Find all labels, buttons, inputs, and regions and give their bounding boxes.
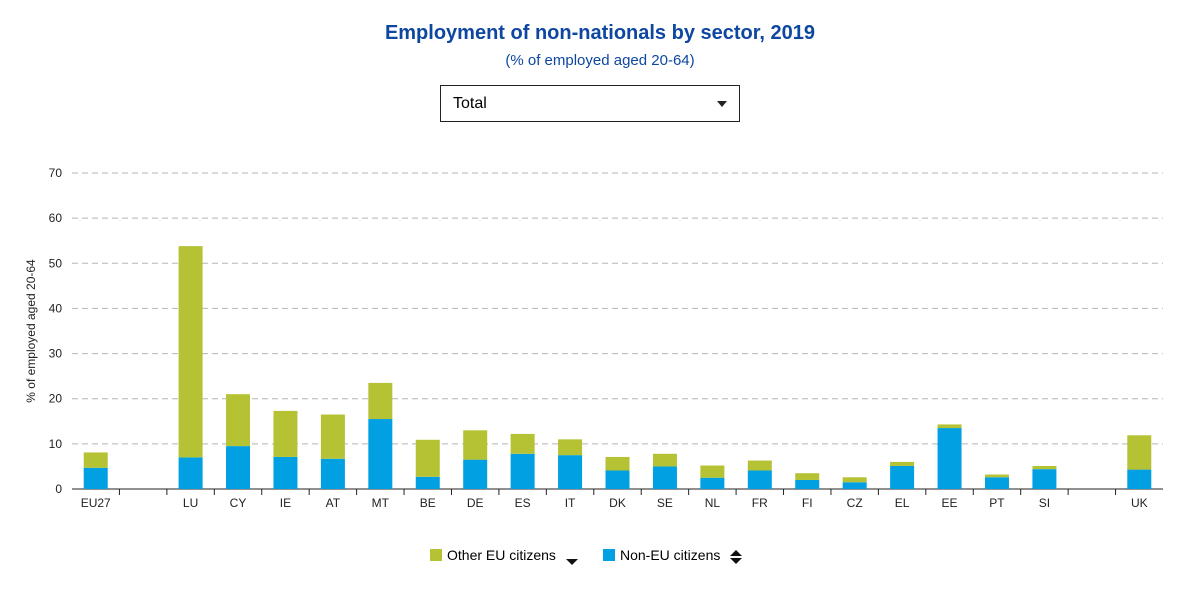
y-tick-label: 60 xyxy=(49,211,63,225)
x-tick-label: SI xyxy=(1039,496,1050,510)
bar-non-eu xyxy=(273,456,298,489)
legend-swatch-other-eu xyxy=(430,549,442,561)
sort-descending-icon[interactable] xyxy=(566,559,578,565)
bar-other-eu xyxy=(937,424,962,429)
chart-subtitle: (% of employed aged 20-64) xyxy=(505,52,695,69)
bar-other-eu xyxy=(605,456,630,471)
bar-other-eu xyxy=(463,430,488,460)
bar-other-eu xyxy=(747,460,772,471)
x-tick-label: BE xyxy=(420,496,436,510)
x-tick-label: ES xyxy=(515,496,531,510)
bar-non-eu xyxy=(795,479,820,489)
x-tick-label: IT xyxy=(565,496,576,510)
bar-other-eu xyxy=(368,382,393,420)
bar-non-eu xyxy=(747,470,772,489)
x-tick-label: DE xyxy=(467,496,484,510)
bar-non-eu xyxy=(652,466,677,489)
bar-other-eu xyxy=(984,474,1009,478)
bar-other-eu xyxy=(415,439,440,477)
chevron-down-icon xyxy=(717,101,727,107)
bar-other-eu xyxy=(558,439,583,456)
bar-other-eu xyxy=(226,394,251,447)
bar-non-eu xyxy=(83,467,108,489)
sort-descending-icon[interactable] xyxy=(730,558,742,564)
x-tick-label: LU xyxy=(183,496,198,510)
sector-dropdown[interactable]: Total xyxy=(440,85,740,122)
bar-non-eu xyxy=(510,453,535,489)
x-tick-label: PT xyxy=(989,496,1005,510)
x-tick-label: MT xyxy=(372,496,390,510)
sort-ascending-icon[interactable] xyxy=(730,550,742,556)
y-tick-label: 20 xyxy=(49,392,63,406)
x-tick-label: FI xyxy=(802,496,813,510)
y-tick-label: 40 xyxy=(49,301,63,315)
bar-other-eu xyxy=(652,453,677,467)
bar-chart: 0 10 20 30 40 50 60 70 % of employed aged 20-64 E… xyxy=(24,166,1163,510)
bar-other-eu xyxy=(890,461,915,466)
bar-other-eu xyxy=(842,477,867,483)
legend-label-non-eu: Non-EU citizens xyxy=(620,547,721,563)
bar-non-eu xyxy=(558,455,583,489)
bar-non-eu xyxy=(1032,469,1057,489)
bar-other-eu xyxy=(1127,435,1152,470)
bar-non-eu xyxy=(984,477,1009,489)
bar-other-eu xyxy=(510,433,535,454)
bar-other-eu xyxy=(700,465,725,478)
bar-non-eu xyxy=(368,419,393,489)
x-tick-label: EU27 xyxy=(81,496,111,510)
bar-other-eu xyxy=(1032,465,1057,470)
x-tick-label: SE xyxy=(657,496,673,510)
bar-other-eu xyxy=(83,452,108,468)
x-tick-label: EE xyxy=(942,496,958,510)
bar-non-eu xyxy=(1127,469,1152,489)
x-tick-label: IE xyxy=(280,496,291,510)
x-tick-label: DK xyxy=(609,496,626,510)
bar-non-eu xyxy=(415,476,440,489)
bar-non-eu xyxy=(463,459,488,489)
x-tick-label: AT xyxy=(326,496,341,510)
y-tick-label: 10 xyxy=(49,437,63,451)
bar-non-eu xyxy=(605,470,630,489)
bar-non-eu xyxy=(890,465,915,489)
y-tick-label: 30 xyxy=(49,347,63,361)
x-tick-label: FR xyxy=(752,496,768,510)
x-tick-label: CY xyxy=(230,496,247,510)
chart-title: Employment of non-nationals by sector, 2… xyxy=(384,22,816,44)
bar-other-eu xyxy=(320,414,345,459)
sector-dropdown-value: Total xyxy=(453,95,487,112)
x-tick-label: UK xyxy=(1131,496,1148,510)
legend-swatch-non-eu xyxy=(603,549,615,561)
bar-non-eu xyxy=(937,428,962,489)
x-tick-label: CZ xyxy=(847,496,863,510)
bar-other-eu xyxy=(178,246,203,458)
bar-other-eu xyxy=(795,473,820,480)
x-tick-label: EL xyxy=(895,496,910,510)
bar-non-eu xyxy=(842,482,867,489)
bar-non-eu xyxy=(320,458,345,489)
y-axis-label: % of employed aged 20-64 xyxy=(24,259,38,403)
y-tick-label: 70 xyxy=(49,166,63,180)
y-tick-label: 50 xyxy=(49,256,63,270)
bar-non-eu xyxy=(178,457,203,489)
bar-other-eu xyxy=(273,410,298,457)
legend-label-other-eu: Other EU citizens xyxy=(447,547,556,563)
bar-non-eu xyxy=(700,477,725,489)
x-tick-label: NL xyxy=(705,496,721,510)
y-tick-label: 0 xyxy=(55,482,62,496)
bar-non-eu xyxy=(226,446,251,489)
